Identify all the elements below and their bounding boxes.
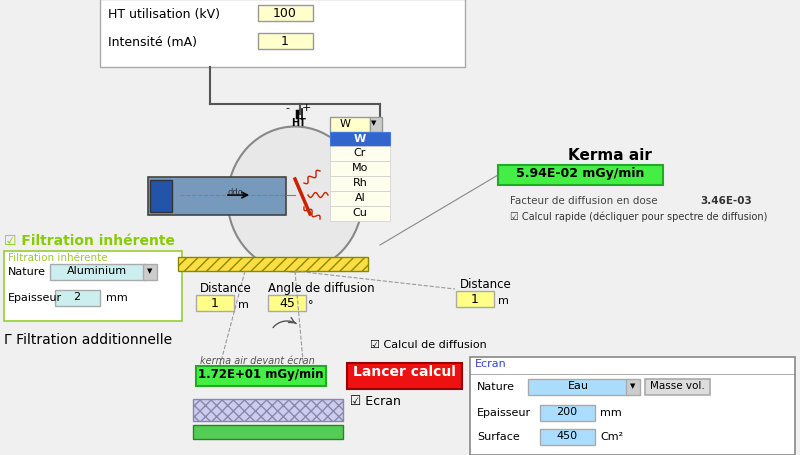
Text: -: - (285, 103, 289, 113)
Text: Nature: Nature (477, 381, 515, 391)
Text: Mo: Mo (352, 162, 368, 172)
Text: 450: 450 (557, 430, 578, 440)
Bar (178, 258, 368, 271)
Text: ▼: ▼ (147, 268, 153, 273)
Text: W: W (340, 119, 351, 129)
Text: mm: mm (106, 293, 128, 302)
Text: Masse vol.: Masse vol. (650, 380, 704, 390)
Text: mm: mm (600, 407, 622, 417)
Text: HT: HT (291, 118, 306, 128)
Text: Cu: Cu (353, 207, 367, 217)
Text: Epaisseur: Epaisseur (8, 293, 62, 302)
Text: 1: 1 (471, 293, 479, 305)
Text: m: m (238, 299, 249, 309)
Text: Filtration inhérente: Filtration inhérente (8, 253, 108, 263)
Bar (4, 252, 182, 321)
Bar (150, 181, 172, 212)
Bar (540, 429, 595, 445)
Text: ddo: ddo (228, 187, 244, 197)
Bar (330, 118, 370, 133)
Text: Aluminium: Aluminium (67, 265, 127, 275)
Text: 200: 200 (557, 406, 578, 416)
Text: Intensité (mA): Intensité (mA) (108, 36, 197, 49)
Bar (370, 118, 382, 133)
Bar (528, 379, 628, 395)
Bar (626, 379, 640, 395)
Bar (196, 295, 234, 311)
Text: °: ° (308, 299, 314, 309)
Text: Kerma air: Kerma air (568, 148, 652, 162)
Text: ☑ Calcul rapide (décliquer pour spectre de diffusion): ☑ Calcul rapide (décliquer pour spectre … (510, 212, 767, 222)
Bar (258, 34, 313, 50)
Text: 2: 2 (74, 291, 81, 301)
Text: Facteur de diffusion en dose: Facteur de diffusion en dose (510, 196, 658, 206)
Text: 1.72E+01 mGy/min: 1.72E+01 mGy/min (198, 367, 324, 380)
Text: 100: 100 (273, 7, 297, 20)
Bar (330, 147, 390, 162)
Text: Eau: Eau (567, 380, 589, 390)
Text: ☑ Ecran: ☑ Ecran (350, 394, 401, 407)
Text: 1: 1 (211, 296, 219, 309)
Bar (193, 399, 343, 421)
Bar (330, 192, 390, 207)
Text: Distance: Distance (200, 281, 252, 294)
Bar (193, 425, 343, 439)
Text: m: m (498, 295, 509, 305)
Bar (100, 0, 465, 68)
Text: 3.46E-03: 3.46E-03 (700, 196, 752, 206)
Bar (55, 290, 100, 306)
Bar (347, 363, 462, 389)
Text: Nature: Nature (8, 267, 46, 276)
Text: Distance: Distance (460, 278, 512, 290)
Text: kerma air devant écran: kerma air devant écran (200, 355, 314, 365)
Bar (268, 295, 306, 311)
Text: 1: 1 (281, 35, 289, 48)
Bar (196, 366, 326, 386)
Text: Angle de diffusion: Angle de diffusion (268, 281, 374, 294)
Bar (330, 133, 390, 147)
Bar (258, 6, 313, 22)
Text: HT utilisation (kV): HT utilisation (kV) (108, 8, 220, 21)
Text: Al: Al (354, 192, 366, 202)
Bar (50, 264, 145, 280)
Bar (498, 166, 663, 186)
Text: Cr: Cr (354, 148, 366, 157)
Text: ☑ Filtration inhérente: ☑ Filtration inhérente (4, 233, 175, 248)
Text: Lancer calcul: Lancer calcul (353, 364, 455, 378)
Text: ▼: ▼ (630, 382, 636, 388)
Bar (540, 405, 595, 421)
Text: W: W (354, 134, 366, 144)
Text: Epaisseur: Epaisseur (477, 407, 531, 417)
Bar (330, 177, 390, 192)
Ellipse shape (227, 127, 362, 272)
Text: Rh: Rh (353, 177, 367, 187)
Bar (456, 291, 494, 307)
Text: Surface: Surface (477, 431, 520, 441)
Bar (143, 264, 157, 280)
Text: Ecran: Ecran (475, 358, 506, 368)
Text: ☑ Calcul de diffusion: ☑ Calcul de diffusion (370, 339, 486, 349)
Bar (330, 207, 390, 222)
Bar (645, 379, 710, 395)
Text: Cm²: Cm² (600, 431, 623, 441)
Text: Γ Filtration additionnelle: Γ Filtration additionnelle (4, 332, 172, 346)
Text: +: + (302, 103, 311, 113)
Bar (330, 162, 390, 177)
Bar (470, 357, 795, 455)
Text: 45: 45 (279, 296, 295, 309)
Bar (148, 177, 286, 216)
Text: 5.94E-02 mGy/min: 5.94E-02 mGy/min (516, 167, 644, 180)
Text: ▼: ▼ (371, 120, 376, 126)
